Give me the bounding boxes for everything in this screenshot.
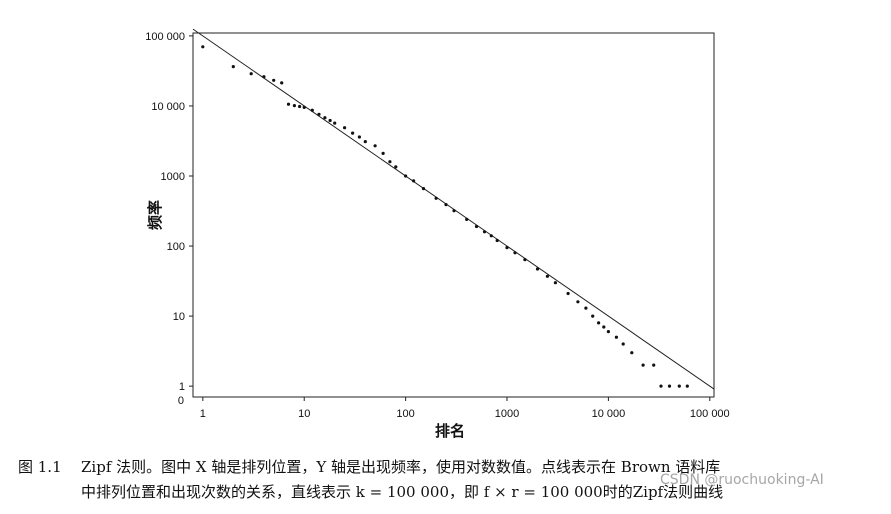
x-tick-label: 1 bbox=[200, 408, 206, 420]
data-point bbox=[317, 112, 321, 116]
zipf-chart: 1 10 100 1000 10 000 100 000 1 10 100 1000 10 000… bbox=[145, 28, 730, 440]
data-point bbox=[357, 135, 361, 139]
data-point bbox=[444, 203, 448, 207]
data-point bbox=[404, 174, 408, 178]
data-point bbox=[513, 251, 517, 255]
data-point bbox=[363, 140, 367, 144]
caption-text-1: Zipf 法则。图中 X 轴是排列位置，Y 轴是出现频率，使用对数数值。点线表示… bbox=[81, 458, 721, 476]
data-point bbox=[272, 78, 276, 82]
caption-number: 图 1.1 bbox=[18, 458, 62, 476]
x-tick-label: 1000 bbox=[495, 408, 519, 420]
data-point bbox=[602, 325, 606, 329]
data-point bbox=[351, 131, 355, 135]
data-point bbox=[591, 314, 595, 318]
x-tick-label: 100 000 bbox=[690, 408, 730, 420]
x-tick-label: 10 000 bbox=[592, 408, 626, 420]
data-point bbox=[685, 384, 689, 388]
data-points-group bbox=[201, 45, 689, 388]
data-point bbox=[262, 75, 266, 79]
watermark: CSDN @ruochuoking-AI bbox=[660, 472, 824, 488]
data-point bbox=[328, 118, 332, 123]
data-point bbox=[659, 384, 663, 388]
y-tick-label: 1 bbox=[179, 381, 185, 393]
x-tick-label: 100 bbox=[396, 408, 414, 420]
data-point bbox=[597, 321, 601, 325]
data-point bbox=[292, 104, 296, 108]
y-tick-label: 10 000 bbox=[151, 101, 185, 113]
data-point bbox=[641, 363, 645, 367]
data-point bbox=[310, 108, 314, 112]
reference-line-group bbox=[192, 28, 715, 390]
data-point bbox=[412, 179, 416, 183]
caption-text-2: 中排列位置和出现次数的关系，直线表示 k = 100 000，即 f × r =… bbox=[81, 483, 724, 501]
data-point bbox=[606, 330, 611, 334]
data-point bbox=[495, 238, 499, 243]
data-point bbox=[630, 351, 634, 355]
caption-line-1: 图 1.1 Zipf 法则。图中 X 轴是排列位置，Y 轴是出现频率，使用对数数值… bbox=[18, 455, 888, 480]
data-point bbox=[576, 300, 580, 304]
data-point bbox=[523, 258, 527, 262]
data-point bbox=[566, 291, 570, 296]
y-tick-label: 100 000 bbox=[145, 31, 185, 43]
data-point bbox=[482, 230, 487, 234]
data-point bbox=[201, 45, 205, 49]
data-point bbox=[421, 187, 426, 191]
data-point bbox=[452, 209, 456, 213]
y-origin-label: 0 bbox=[178, 395, 184, 407]
data-point bbox=[343, 126, 347, 130]
data-point bbox=[388, 160, 392, 164]
data-point bbox=[584, 306, 588, 310]
data-point bbox=[667, 384, 672, 388]
data-point bbox=[298, 104, 302, 109]
x-axis-ticks: 1 10 100 1000 10 000 100 000 bbox=[200, 397, 730, 420]
x-axis-title: 排名 bbox=[435, 422, 465, 440]
plot-area bbox=[192, 32, 715, 398]
data-point bbox=[474, 224, 479, 229]
data-point bbox=[434, 196, 438, 200]
data-point bbox=[381, 151, 385, 155]
data-point bbox=[535, 267, 540, 271]
y-tick-label: 10 bbox=[173, 311, 185, 323]
figure-caption: 图 1.1 Zipf 法则。图中 X 轴是排列位置，Y 轴是出现频率，使用对数数值… bbox=[18, 455, 888, 505]
data-point bbox=[373, 144, 377, 148]
y-tick-label: 1000 bbox=[161, 171, 185, 183]
data-point bbox=[231, 65, 235, 69]
data-point bbox=[302, 105, 306, 109]
caption-line-2: 中排列位置和出现次数的关系，直线表示 k = 100 000，即 f × r =… bbox=[18, 480, 888, 505]
y-tick-label: 100 bbox=[167, 241, 185, 253]
x-tick-label: 10 bbox=[298, 408, 310, 420]
zipf-reference-line bbox=[192, 28, 715, 390]
data-point bbox=[677, 384, 681, 388]
data-point bbox=[286, 102, 291, 106]
data-point bbox=[249, 72, 253, 76]
data-point bbox=[614, 335, 619, 339]
y-axis-ticks: 1 10 100 1000 10 000 100 000 bbox=[145, 31, 193, 393]
data-point bbox=[323, 116, 327, 120]
data-point bbox=[280, 81, 284, 85]
data-point bbox=[489, 234, 493, 238]
data-point bbox=[505, 246, 509, 250]
data-point bbox=[553, 281, 558, 285]
data-point bbox=[652, 363, 656, 367]
data-point bbox=[465, 217, 469, 221]
data-point bbox=[394, 165, 398, 169]
data-point bbox=[545, 274, 550, 278]
data-point bbox=[333, 121, 337, 125]
data-point bbox=[621, 342, 625, 346]
y-axis-title: 频率 bbox=[146, 200, 164, 230]
